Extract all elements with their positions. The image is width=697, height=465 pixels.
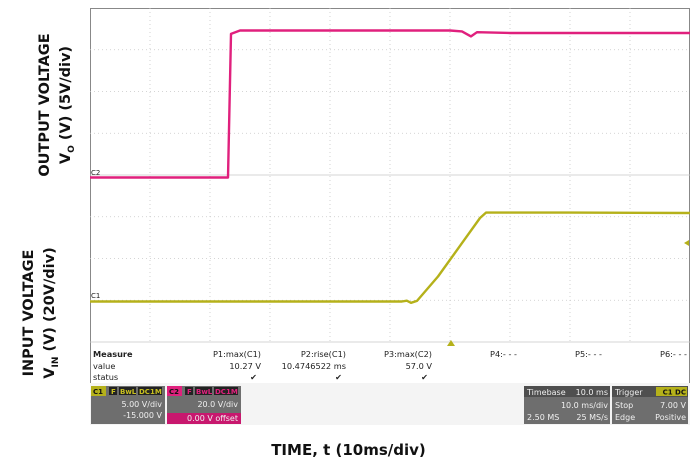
channel-c1-tag-3: DC1M [139,388,162,396]
channel-marker-c1: C1 [91,292,100,300]
timebase-rate: 25 MS/s [576,413,608,422]
trigger-time-marker [447,340,455,346]
y-axis-label-output: OUTPUT VOLTAGE VO (V) (5V/div) [35,0,81,215]
trigger-type: Edge [615,413,635,422]
measure-param-6-label: P6:- - - [660,349,687,359]
measure-param-3-status: ✔ [421,372,428,382]
measure-param-1-status: ✔ [250,372,257,382]
channel-c1-tag-2: BwL [120,388,137,396]
measure-param-1-value: 10.27 V [229,361,261,371]
x-axis-label: TIME, t (10ms/div) [271,441,426,459]
measure-param-3-label: P3:max(C2) [384,349,432,359]
measure-param-3-value: 57.0 V [406,361,433,371]
timebase-panel[interactable]: Timebase 10.0 ms 10.0 ms/div 2.50 MS 25 … [524,386,610,424]
timebase-value: 10.0 ms [576,388,608,397]
measure-row-status: status [93,372,118,382]
scope-traces [90,29,690,304]
channel-c2-tag-2: BwL [196,388,213,396]
y-axis-label-output-line2: VO (V) (5V/div) [58,45,77,165]
trigger-level: 7.00 V [660,401,686,410]
measure-param-1-label: P1:max(C1) [213,349,261,359]
channel-c2-vdiv: 20.0 V/div [197,400,238,409]
measure-param-2-status: ✔ [335,372,342,382]
measure-param-4-label: P4:- - - [490,349,517,359]
timebase-per-div: 10.0 ms/div [561,401,608,410]
oscilloscope-display: C2 C1 Measure value status P1:max(C1) 10… [90,8,690,425]
channel-panel-c2[interactable]: C2 F BwL DC1M 20.0 V/div 0.00 V offset [167,386,241,424]
y-axis-label-input: INPUT VOLTAGE VIN (V) (20V/div) [19,193,65,433]
trigger-level-marker [684,240,689,246]
channel-c2-offset: 0.00 V offset [187,414,238,423]
channel-c1-name: C1 [93,388,103,396]
trace-c1-input-voltage [90,211,690,304]
y-axis-label-input-line2: VIN (V) (20V/div) [42,247,61,379]
trigger-source: C1 DC [663,389,686,397]
channel-c2-tag-3: DC1M [215,388,238,396]
timebase-title: Timebase [526,388,566,397]
measure-param-2-value: 10.4746522 ms [282,361,346,371]
measure-param-2-label: P2:rise(C1) [301,349,346,359]
y-axis-label-output-line1: OUTPUT VOLTAGE [37,33,53,177]
channel-marker-c2: C2 [91,169,100,177]
trigger-slope: Positive [655,413,686,422]
channel-panel-c1[interactable]: C1 F BwL DC1M 5.00 V/div -15.000 V [91,386,165,424]
measure-title: Measure [93,349,133,359]
trigger-title: Trigger [614,388,643,397]
channel-c2-name: C2 [169,388,179,396]
y-axis-label-input-line1: INPUT VOLTAGE [21,249,37,377]
channel-c1-offset: -15.000 V [123,411,162,420]
scope-grid [90,8,690,343]
measure-row-value: value [93,361,115,371]
channel-c1-tag-1: F [111,388,116,396]
timebase-samples: 2.50 MS [527,413,559,422]
trace-c2-output-voltage [90,29,690,179]
measure-param-5-label: P5:- - - [575,349,602,359]
trigger-mode: Stop [615,401,633,410]
channel-c2-tag-1: F [187,388,192,396]
channel-c1-vdiv: 5.00 V/div [121,400,162,409]
trigger-panel[interactable]: Trigger C1 DC Stop 7.00 V Edge Positive [612,386,688,424]
